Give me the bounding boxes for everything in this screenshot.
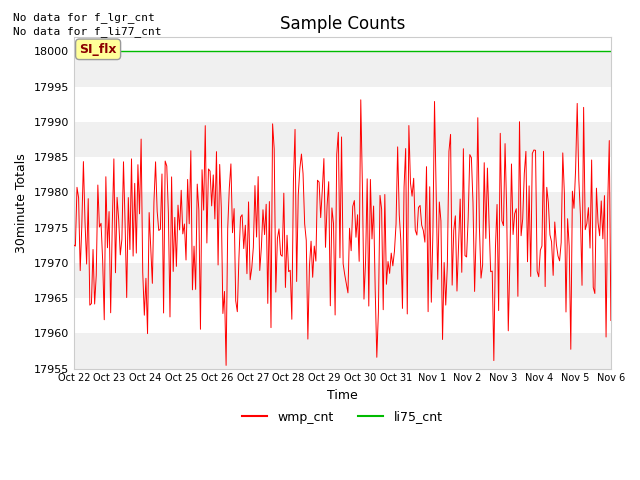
Bar	[74, 228, 611, 263]
Bar	[74, 333, 611, 369]
Bar	[74, 192, 611, 228]
Text: SI_flx: SI_flx	[79, 43, 117, 56]
Text: No data for f_li77_cnt: No data for f_li77_cnt	[13, 26, 161, 37]
Legend: wmp_cnt, li75_cnt: wmp_cnt, li75_cnt	[237, 406, 447, 429]
Bar	[74, 157, 611, 192]
Y-axis label: 30minute Totals: 30minute Totals	[15, 153, 28, 253]
Bar	[74, 51, 611, 87]
Bar	[74, 298, 611, 333]
Bar	[74, 122, 611, 157]
Text: No data for f_lgr_cnt: No data for f_lgr_cnt	[13, 12, 154, 23]
X-axis label: Time: Time	[327, 389, 358, 402]
Bar	[74, 263, 611, 298]
Bar	[74, 87, 611, 122]
Title: Sample Counts: Sample Counts	[280, 15, 405, 33]
